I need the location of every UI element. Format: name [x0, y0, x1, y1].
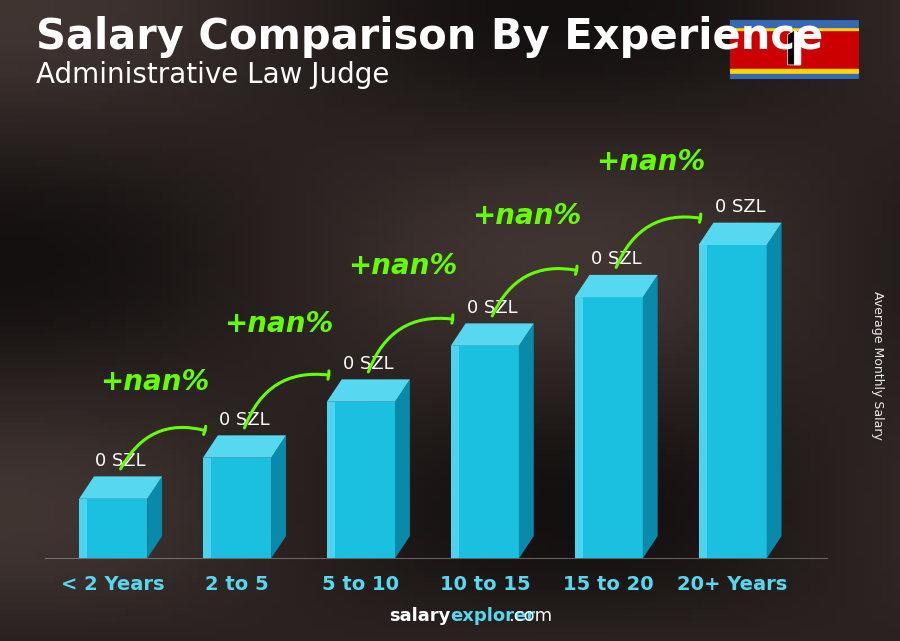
Polygon shape [794, 30, 801, 65]
Polygon shape [395, 379, 410, 558]
Bar [729, 26, 859, 73]
Text: 0 SZL: 0 SZL [343, 354, 393, 372]
Text: 0 SZL: 0 SZL [590, 250, 642, 268]
Bar [729, 19, 859, 26]
Text: 0 SZL: 0 SZL [95, 452, 146, 470]
Polygon shape [643, 275, 658, 558]
Polygon shape [79, 499, 87, 558]
Text: .com: .com [508, 607, 553, 625]
Polygon shape [767, 222, 781, 558]
Polygon shape [327, 402, 335, 558]
Bar [729, 74, 859, 80]
Polygon shape [574, 297, 643, 558]
Polygon shape [148, 476, 162, 558]
Polygon shape [271, 435, 286, 558]
Bar [729, 26, 859, 30]
Text: 0 SZL: 0 SZL [220, 411, 270, 429]
Text: +nan%: +nan% [596, 148, 705, 176]
Polygon shape [203, 435, 286, 458]
Polygon shape [698, 245, 767, 558]
Text: explorer: explorer [450, 607, 536, 625]
Polygon shape [327, 402, 395, 558]
Polygon shape [79, 476, 162, 499]
Text: Average Monthly Salary: Average Monthly Salary [871, 291, 884, 440]
Polygon shape [451, 324, 534, 345]
Text: +nan%: +nan% [472, 202, 581, 230]
Text: Salary Comparison By Experience: Salary Comparison By Experience [36, 16, 824, 58]
Polygon shape [203, 458, 271, 558]
Polygon shape [203, 458, 212, 558]
Polygon shape [327, 379, 410, 402]
Polygon shape [698, 222, 781, 245]
Text: salary: salary [389, 607, 450, 625]
Polygon shape [698, 245, 706, 558]
Polygon shape [451, 345, 519, 558]
Bar [729, 69, 859, 74]
Text: +nan%: +nan% [100, 368, 210, 396]
Text: Administrative Law Judge: Administrative Law Judge [36, 61, 390, 89]
Text: +nan%: +nan% [224, 310, 334, 338]
Text: 0 SZL: 0 SZL [467, 299, 518, 317]
Polygon shape [519, 324, 534, 558]
Text: 0 SZL: 0 SZL [715, 198, 765, 216]
Polygon shape [79, 499, 148, 558]
Polygon shape [574, 297, 583, 558]
Text: +nan%: +nan% [348, 253, 457, 281]
Polygon shape [574, 275, 658, 297]
Polygon shape [451, 345, 459, 558]
Polygon shape [788, 30, 801, 65]
